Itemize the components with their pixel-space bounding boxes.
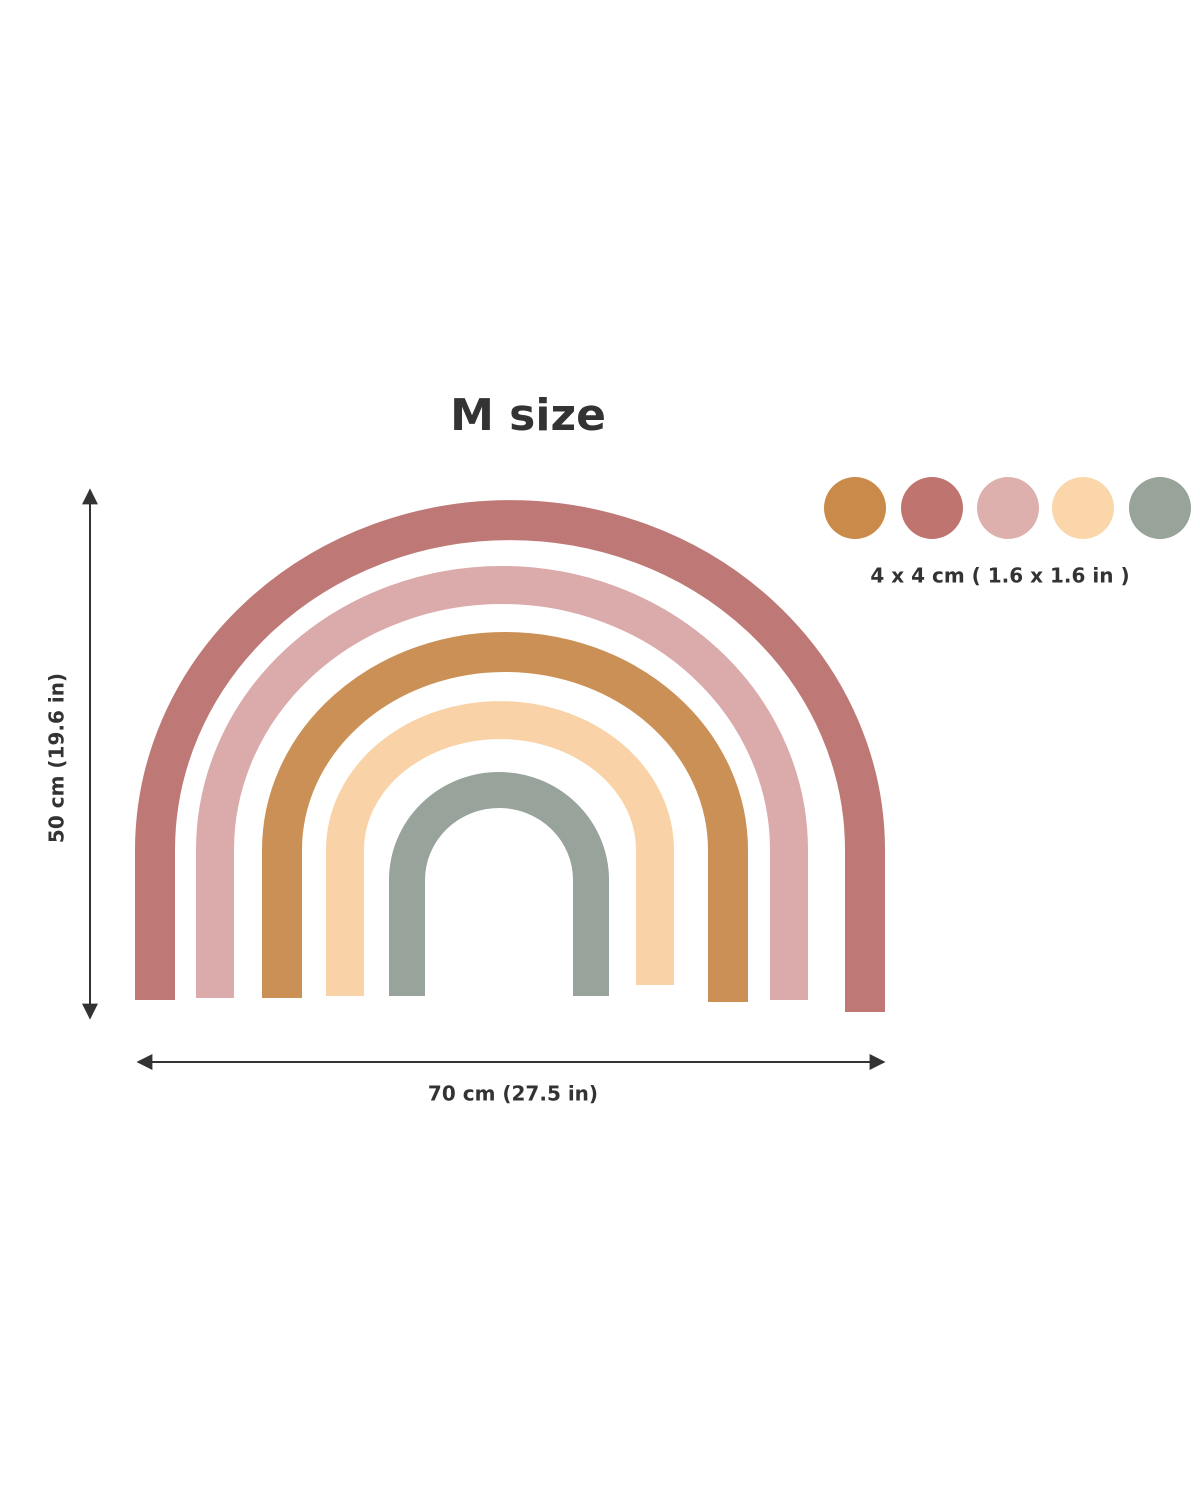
width-label: 70 cm (27.5 in) [428,1082,598,1106]
rainbow-band [326,701,674,996]
color-dots [824,477,1191,539]
height-label: 50 cm (19.6 in) [45,673,69,843]
title: M size [450,390,606,441]
color-dot [977,477,1039,539]
rainbow-band [262,632,748,1002]
color-dot [1052,477,1114,539]
color-dot [901,477,963,539]
dots-label: 4 x 4 cm ( 1.6 x 1.6 in ) [870,564,1129,588]
rainbow-band [135,500,885,1012]
rainbow [135,500,885,1012]
rainbow-band [196,566,808,1000]
color-dot [824,477,886,539]
color-dot [1129,477,1191,539]
rainbow-band [389,772,609,996]
